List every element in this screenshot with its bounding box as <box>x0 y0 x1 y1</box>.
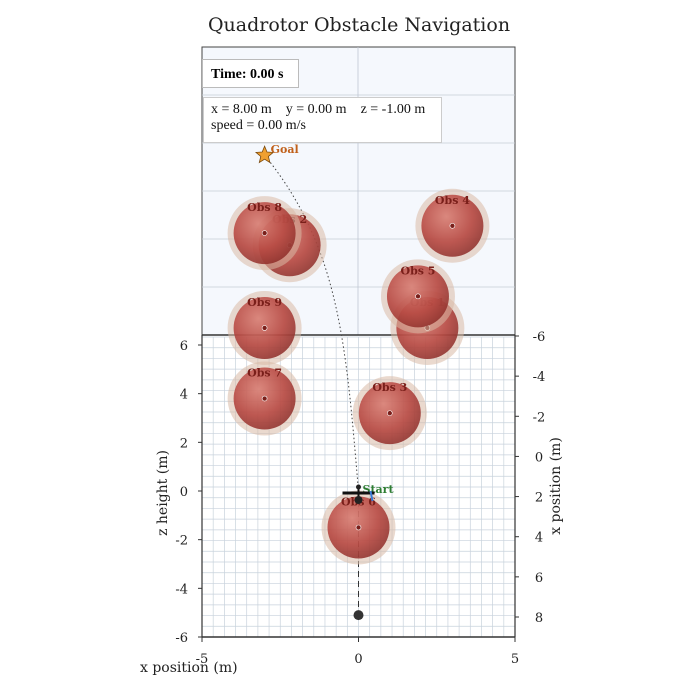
y-tick-label: 6 <box>180 339 188 354</box>
obstacle-label: Obs 9 <box>247 296 282 309</box>
x-tick-label: 0 <box>354 652 362 667</box>
y2-tick-label: 2 <box>535 491 543 506</box>
axis-ticks: 6 4 2 0 -2 -4 -6 -6 -4 -2 0 2 4 6 8 -5 0 5 <box>175 330 545 667</box>
y2-tick-label: 0 <box>535 450 543 465</box>
y-tick-label: -6 <box>175 631 188 646</box>
chart-title: Quadrotor Obstacle Navigation <box>207 14 511 36</box>
goal-label: Goal <box>271 143 299 156</box>
obstacle-center <box>386 410 393 416</box>
x-tick-label: 5 <box>511 652 519 667</box>
y-tick-label: 2 <box>180 436 188 451</box>
obstacle-center <box>261 230 268 236</box>
obstacle-label: Obs 3 <box>372 381 407 394</box>
obstacle-label: Obs 8 <box>247 201 282 214</box>
y-tick-label: 4 <box>180 388 188 403</box>
y2-tick-label: 8 <box>535 611 543 626</box>
obstacle-center <box>261 395 268 402</box>
obstacle-center <box>355 524 362 531</box>
obstacle-center <box>415 293 421 300</box>
drone-shadow <box>353 610 364 621</box>
position-readout: x = 8.00 m y = 0.00 m z = -1.00 m <box>211 102 426 117</box>
obstacle-label: Obs 5 <box>400 264 435 277</box>
obstacle-label: Obs 4 <box>435 194 470 207</box>
time-readout: Time: 0.00 s <box>202 59 299 88</box>
y2-tick-label: -2 <box>533 410 546 425</box>
secondary-y-axis-label: x position (m) <box>548 437 564 535</box>
y-tick-label: -2 <box>175 534 188 549</box>
y-tick-label: -4 <box>175 582 188 597</box>
obstacle: Obs 5 <box>380 259 455 334</box>
y2-tick-label: -6 <box>533 330 546 345</box>
y2-tick-label: 4 <box>535 531 543 546</box>
x-tick-label: -5 <box>196 652 209 667</box>
planned-path <box>264 154 359 492</box>
obstacle-label: Obs 7 <box>247 367 282 380</box>
y2-tick-label: 6 <box>535 571 543 586</box>
obstacle: Obs 9 <box>227 290 302 365</box>
state-readout: x = 8.00 m y = 0.00 m z = -1.00 m speed … <box>203 97 442 143</box>
y-tick-label: 0 <box>180 485 188 500</box>
y2-tick-label: -4 <box>533 370 546 385</box>
obstacle-center <box>449 222 456 229</box>
obstacle: Obs 8 <box>227 196 302 271</box>
obstacle: Obs 4 <box>415 188 490 263</box>
obstacle-center <box>261 325 268 331</box>
speed-readout: speed = 0.00 m/s <box>211 118 306 133</box>
obstacle: Obs 3 <box>352 376 427 451</box>
goal-marker <box>254 145 275 164</box>
x-axis-label: x position (m) <box>140 660 238 676</box>
drone-marker <box>342 484 375 504</box>
y-axis-label: z height (m) <box>155 450 171 536</box>
obstacle: Obs 7 <box>227 361 302 436</box>
